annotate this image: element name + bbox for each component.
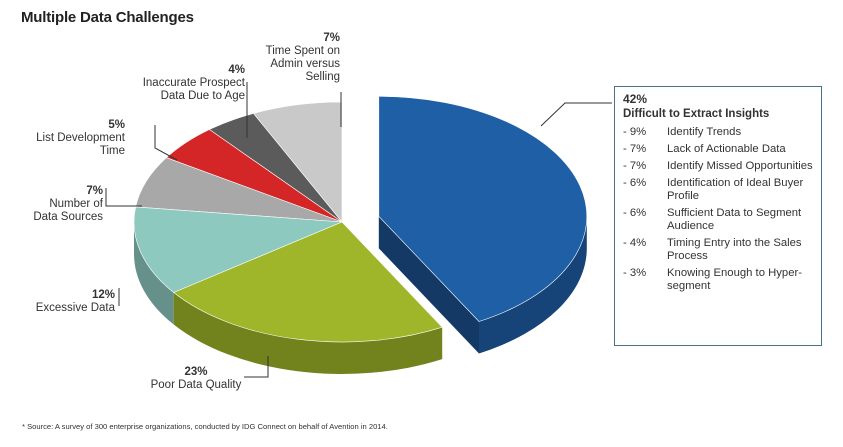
insights-breakdown-box: 42% Difficult to Extract Insights - 9% Id… [614, 86, 822, 346]
breakdown-item: - 9% Identify Trends [623, 126, 813, 139]
breakdown-item: - 7% Lack of Actionable Data [623, 143, 813, 156]
breakdown-item-value: - 7% [623, 160, 647, 172]
leader-lines [105, 82, 612, 378]
breakdown-item-name: Sufficient Data to Segment Audience [667, 207, 802, 232]
breakdown-item-value: - 6% [623, 207, 647, 219]
leader-line-listdev [154, 125, 178, 161]
breakdown-item-name: Lack of Actionable Data [667, 143, 786, 155]
breakdown-item-name: Identification of Ideal Buyer Profile [667, 177, 804, 202]
leader-line-poor [244, 356, 269, 378]
breakdown-item-value: - 6% [623, 177, 647, 189]
breakdown-item-name: Identify Missed Opportunities [667, 160, 813, 172]
pie-slice-poor-data-quality [173, 221, 443, 343]
label-list-development: 5% List Development Time [36, 119, 125, 157]
breakdown-item-value: - 4% [623, 237, 647, 249]
breakdown-item: - 6% Sufficient Data to Segment Audience [623, 207, 813, 233]
pie-slice-excessive-data [133, 206, 343, 293]
breakdown-item-name: Timing Entry into the Sales Process [667, 237, 802, 262]
breakdown-item-value: - 3% [623, 267, 647, 279]
breakdown-item-name: Identify Trends [667, 126, 742, 138]
label-excessive-data: 12% Excessive Data [35, 289, 115, 314]
label-poor-data-quality-text: 23% Poor Data Quality [150, 366, 242, 391]
label-data-sources: 7% Number of Data Sources [33, 185, 103, 223]
breakdown-percent: 42% [623, 92, 648, 106]
breakdown-item: - 4% Timing Entry into the Sales Process [623, 237, 813, 263]
breakdown-item: - 3% Knowing Enough to Hyper-segment [623, 267, 813, 293]
label-inaccurate: 4% Inaccurate Prospect Data Due to Age [142, 64, 245, 102]
leader-line-sources [105, 188, 142, 207]
pie-slice-side [479, 216, 587, 354]
breakdown-item-value: - 7% [623, 143, 647, 155]
breakdown-item-value: - 9% [623, 126, 647, 138]
breakdown-item: - 6% Identification of Ideal Buyer Profil… [623, 177, 813, 203]
pie-slice-difficult-to-extract-insights [378, 96, 588, 322]
pie-slice-side [173, 292, 443, 375]
breakdown-item: - 7% Identify Missed Opportunities [623, 160, 813, 173]
label-admin: 7% Time Spent on Admin versus Selling [265, 32, 340, 83]
breakdown-item-name: Knowing Enough to Hyper-segment [667, 267, 803, 292]
source-footnote: * Source: A survey of 300 enterprise org… [22, 422, 388, 431]
pie-slice-cut-face [378, 216, 480, 354]
leader-line-insights [540, 102, 612, 127]
chart-title: Multiple Data Challenges [21, 9, 194, 26]
breakdown-heading: Difficult to Extract Insights [623, 108, 770, 120]
